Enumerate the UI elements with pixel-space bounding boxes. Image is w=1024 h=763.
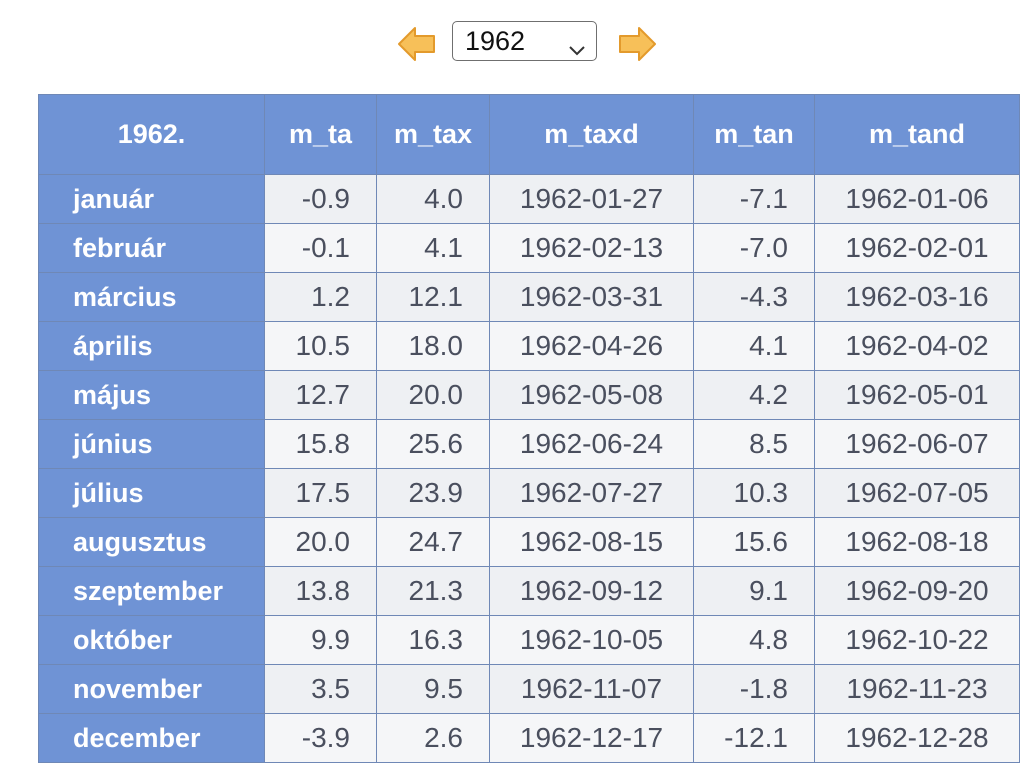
cell-m-tand: 1962-03-16 [814, 272, 1020, 322]
year-navigation: 1962 [0, 18, 1024, 70]
cell-m-tand: 1962-05-01 [814, 370, 1020, 420]
row-month-label: október [38, 615, 265, 665]
cell-m-tand: 1962-06-07 [814, 419, 1020, 469]
table-row: április 10.5 18.0 1962-04-26 4.1 1962-04-02 [38, 321, 1020, 371]
cell-m-tan: 9.1 [693, 566, 815, 616]
arrow-left-icon[interactable] [396, 24, 438, 64]
cell-m-ta: 15.8 [264, 419, 377, 469]
cell-m-tand: 1962-10-22 [814, 615, 1020, 665]
cell-m-ta: 12.7 [264, 370, 377, 420]
cell-m-tand: 1962-09-20 [814, 566, 1020, 616]
row-month-label: április [38, 321, 265, 371]
header-m-taxd: m_taxd [489, 94, 694, 175]
cell-m-taxd: 1962-01-27 [489, 174, 694, 224]
cell-m-tax: 20.0 [376, 370, 490, 420]
cell-m-taxd: 1962-06-24 [489, 419, 694, 469]
cell-m-tan: 10.3 [693, 468, 815, 518]
cell-m-taxd: 1962-02-13 [489, 223, 694, 273]
cell-m-tand: 1962-01-06 [814, 174, 1020, 224]
table-row: május 12.7 20.0 1962-05-08 4.2 1962-05-01 [38, 370, 1020, 420]
row-month-label: május [38, 370, 265, 420]
cell-m-tax: 24.7 [376, 517, 490, 567]
header-m-tax: m_tax [376, 94, 490, 175]
cell-m-ta: 3.5 [264, 664, 377, 714]
cell-m-tan: 4.2 [693, 370, 815, 420]
cell-m-tax: 23.9 [376, 468, 490, 518]
header-year: 1962. [38, 94, 265, 175]
cell-m-tax: 18.0 [376, 321, 490, 371]
table-row: október 9.9 16.3 1962-10-05 4.8 1962-10-22 [38, 615, 1020, 665]
cell-m-tax: 12.1 [376, 272, 490, 322]
row-month-label: november [38, 664, 265, 714]
year-select[interactable]: 1962 [452, 21, 597, 61]
cell-m-taxd: 1962-04-26 [489, 321, 694, 371]
cell-m-ta: -3.9 [264, 713, 377, 763]
cell-m-ta: 17.5 [264, 468, 377, 518]
cell-m-tax: 21.3 [376, 566, 490, 616]
table-header-row: 1962. m_ta m_tax m_taxd m_tan m_tand [38, 94, 1020, 175]
row-month-label: július [38, 468, 265, 518]
row-month-label: december [38, 713, 265, 763]
cell-m-ta: -0.9 [264, 174, 377, 224]
cell-m-ta: 9.9 [264, 615, 377, 665]
year-select-value: 1962 [465, 26, 526, 56]
table-row: június 15.8 25.6 1962-06-24 8.5 1962-06-07 [38, 419, 1020, 469]
cell-m-taxd: 1962-08-15 [489, 517, 694, 567]
cell-m-tand: 1962-07-05 [814, 468, 1020, 518]
cell-m-tan: -1.8 [693, 664, 815, 714]
cell-m-tax: 2.6 [376, 713, 490, 763]
table-body: január -0.9 4.0 1962-01-27 -7.1 1962-01-06 feb… [38, 174, 1020, 763]
header-m-ta: m_ta [264, 94, 377, 175]
cell-m-taxd: 1962-03-31 [489, 272, 694, 322]
cell-m-tax: 25.6 [376, 419, 490, 469]
cell-m-taxd: 1962-10-05 [489, 615, 694, 665]
cell-m-taxd: 1962-11-07 [489, 664, 694, 714]
row-month-label: június [38, 419, 265, 469]
cell-m-ta: 13.8 [264, 566, 377, 616]
table-row: november 3.5 9.5 1962-11-07 -1.8 1962-11-23 [38, 664, 1020, 714]
climate-table: 1962. m_ta m_tax m_taxd m_tan m_tand jan… [38, 94, 1020, 763]
header-m-tan: m_tan [693, 94, 815, 175]
cell-m-tand: 1962-08-18 [814, 517, 1020, 567]
row-month-label: augusztus [38, 517, 265, 567]
cell-m-tan: -7.0 [693, 223, 815, 273]
cell-m-tand: 1962-11-23 [814, 664, 1020, 714]
cell-m-ta: 20.0 [264, 517, 377, 567]
cell-m-tan: 4.1 [693, 321, 815, 371]
cell-m-tan: -7.1 [693, 174, 815, 224]
cell-m-taxd: 1962-09-12 [489, 566, 694, 616]
cell-m-ta: 1.2 [264, 272, 377, 322]
row-month-label: szeptember [38, 566, 265, 616]
table-row: augusztus 20.0 24.7 1962-08-15 15.6 1962-08-1… [38, 517, 1020, 567]
cell-m-tax: 9.5 [376, 664, 490, 714]
cell-m-tan: 15.6 [693, 517, 815, 567]
table-row: július 17.5 23.9 1962-07-27 10.3 1962-07-05 [38, 468, 1020, 518]
cell-m-tax: 16.3 [376, 615, 490, 665]
cell-m-tan: -12.1 [693, 713, 815, 763]
cell-m-taxd: 1962-07-27 [489, 468, 694, 518]
cell-m-tan: 8.5 [693, 419, 815, 469]
row-month-label: február [38, 223, 265, 273]
header-m-tand: m_tand [814, 94, 1020, 175]
cell-m-tan: 4.8 [693, 615, 815, 665]
cell-m-ta: -0.1 [264, 223, 377, 273]
table-row: február -0.1 4.1 1962-02-13 -7.0 1962-02-01 [38, 223, 1020, 273]
chevron-down-icon [568, 33, 586, 64]
table-row: január -0.9 4.0 1962-01-27 -7.1 1962-01-06 [38, 174, 1020, 224]
cell-m-taxd: 1962-12-17 [489, 713, 694, 763]
table-row: december -3.9 2.6 1962-12-17 -12.1 1962-12-28 [38, 713, 1020, 763]
cell-m-tan: -4.3 [693, 272, 815, 322]
cell-m-ta: 10.5 [264, 321, 377, 371]
table-row: március 1.2 12.1 1962-03-31 -4.3 1962-03-16 [38, 272, 1020, 322]
cell-m-tand: 1962-12-28 [814, 713, 1020, 763]
cell-m-tand: 1962-02-01 [814, 223, 1020, 273]
cell-m-tax: 4.0 [376, 174, 490, 224]
row-month-label: január [38, 174, 265, 224]
cell-m-tand: 1962-04-02 [814, 321, 1020, 371]
cell-m-tax: 4.1 [376, 223, 490, 273]
table-row: szeptember 13.8 21.3 1962-09-12 9.1 1962-09-2… [38, 566, 1020, 616]
row-month-label: március [38, 272, 265, 322]
cell-m-taxd: 1962-05-08 [489, 370, 694, 420]
arrow-right-icon[interactable] [616, 24, 658, 64]
